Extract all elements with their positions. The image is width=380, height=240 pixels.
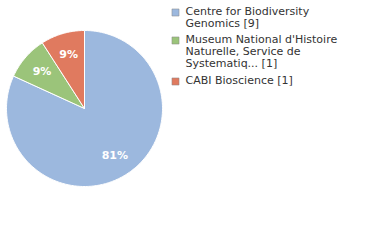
svg-text:81%: 81% <box>102 149 128 162</box>
svg-text:Centre for BiodiversityGenomic: Centre for BiodiversityGenomics [9] <box>186 5 310 30</box>
svg-text:9%: 9% <box>59 48 78 61</box>
svg-text:Museum National d'HistoireNatu: Museum National d'HistoireNaturelle, Ser… <box>186 33 338 70</box>
svg-text:CABI Bioscience [1]: CABI Bioscience [1] <box>186 74 293 87</box>
svg-text:9%: 9% <box>33 65 52 78</box>
